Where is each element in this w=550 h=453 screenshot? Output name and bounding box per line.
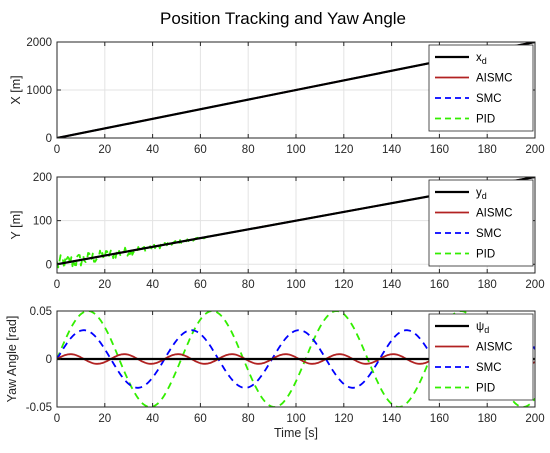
x-tick-label: 180 xyxy=(478,144,497,156)
legend-label-smc: SMC xyxy=(476,228,502,240)
x-tick-label: 160 xyxy=(430,279,449,291)
legend-label-subscript: d xyxy=(482,191,487,201)
x-tick-label: 120 xyxy=(334,144,353,156)
legend-label-aismc: AISMC xyxy=(476,342,512,354)
x-tick-label: 120 xyxy=(334,413,353,425)
x-tick-label: 0 xyxy=(54,413,60,425)
legend-label-pid: PID xyxy=(476,249,495,261)
x-tick-label: 180 xyxy=(478,413,497,425)
x-tick-label: 20 xyxy=(98,413,111,425)
subplot-3: 0 20 40 60 80 100 120 140 160 180 200-0.0500.05Yaw… xyxy=(5,306,545,440)
legend-label-aismc: AISMC xyxy=(476,73,512,85)
y-tick-label: 0 xyxy=(46,259,52,271)
x-tick-label: 80 xyxy=(242,413,255,425)
legend-label-ref: yd xyxy=(476,187,487,201)
x-tick-label: 60 xyxy=(194,413,207,425)
x-tick-label: 160 xyxy=(430,413,449,425)
figure-title: Position Tracking and Yaw Angle xyxy=(160,9,406,28)
x-tick-label: 40 xyxy=(146,279,159,291)
y-tick-label: 0.05 xyxy=(30,306,52,318)
x-tick-label: 20 xyxy=(98,279,111,291)
x-axis-label: Time [s] xyxy=(274,426,318,440)
legend-label-smc: SMC xyxy=(476,93,502,105)
legend-label-pid: PID xyxy=(476,114,495,126)
legend-label-pid: PID xyxy=(476,383,495,395)
legend-label-subscript: d xyxy=(484,325,489,335)
legend: yd AISMC SMC PID xyxy=(428,179,534,267)
x-tick-label: 100 xyxy=(286,144,305,156)
x-tick-label: 140 xyxy=(382,413,401,425)
legend-box xyxy=(428,179,534,267)
y-tick-label: 1000 xyxy=(26,85,52,97)
legend-box xyxy=(428,44,534,132)
x-tick-label: 20 xyxy=(98,144,111,156)
x-tick-label: 40 xyxy=(146,413,159,425)
x-tick-label: 180 xyxy=(478,279,497,291)
y-tick-label: 2000 xyxy=(26,37,52,49)
y-tick-label: 0 xyxy=(46,354,52,366)
y-tick-label: 100 xyxy=(33,216,52,228)
y-tick-label: 200 xyxy=(33,172,52,184)
x-tick-label: 80 xyxy=(242,144,255,156)
legend-label-subscript: d xyxy=(482,56,487,66)
y-axis-label: Yaw Angle [rad] xyxy=(5,316,19,403)
legend: ψd AISMC SMC PID xyxy=(428,313,534,401)
x-tick-label: 80 xyxy=(242,279,255,291)
x-tick-label: 200 xyxy=(525,279,544,291)
x-tick-label: 160 xyxy=(430,144,449,156)
subplot-2: 0 20 40 60 80 100 120 140 160 180 200 0 100 200 Y [m] y… xyxy=(9,172,545,291)
x-tick-label: 60 xyxy=(194,144,207,156)
y-axis-label: Y [m] xyxy=(9,211,23,240)
x-tick-label: 120 xyxy=(334,279,353,291)
legend-box xyxy=(428,313,534,401)
legend: xd AISMC SMC PID xyxy=(428,44,534,132)
legend-label-ref: xd xyxy=(476,52,487,66)
y-tick-label: -0.05 xyxy=(26,402,52,414)
x-tick-label: 100 xyxy=(286,279,305,291)
y-tick-label: 0 xyxy=(46,133,52,145)
x-tick-label: 0 xyxy=(54,279,60,291)
legend-label-ref: ψd xyxy=(476,321,489,335)
series-line-pid xyxy=(57,311,535,407)
x-tick-label: 40 xyxy=(146,144,159,156)
x-tick-label: 200 xyxy=(525,413,544,425)
x-tick-label: 140 xyxy=(382,279,401,291)
x-tick-label: 140 xyxy=(382,144,401,156)
x-tick-label: 0 xyxy=(54,144,60,156)
x-tick-label: 200 xyxy=(525,144,544,156)
y-axis-label: X [m] xyxy=(9,75,23,104)
legend-label-smc: SMC xyxy=(476,362,502,374)
x-tick-label: 60 xyxy=(194,279,207,291)
legend-label-aismc: AISMC xyxy=(476,208,512,220)
x-tick-label: 100 xyxy=(286,413,305,425)
